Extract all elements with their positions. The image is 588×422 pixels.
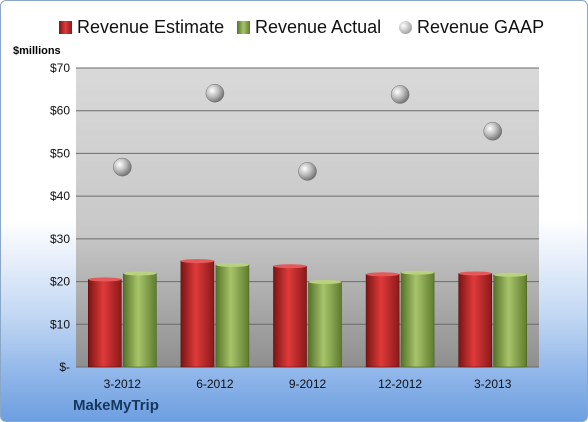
y-tick-label: $40 <box>50 189 70 203</box>
legend-item-revenue-actual: Revenue Actual <box>237 17 381 38</box>
x-tick-label: 3-2013 <box>474 377 512 391</box>
revenue-estimate-bar <box>365 274 400 368</box>
y-tick-label: $10 <box>50 317 70 331</box>
legend-item-revenue-estimate: Revenue Estimate <box>59 17 224 38</box>
revenue-actual-bar-top <box>123 271 157 276</box>
legend-swatch-revenue-actual <box>237 21 250 34</box>
gaap-points <box>113 83 502 181</box>
legend-label-revenue-gaap: Revenue GAAP <box>417 17 545 37</box>
revenue-actual-bar <box>308 281 342 368</box>
legend-swatch-revenue-gaap <box>399 21 412 34</box>
revenue-gaap-point <box>390 85 410 104</box>
revenue-gaap-point <box>483 121 502 141</box>
revenue-estimate-bar-top <box>458 271 492 276</box>
revenue-estimate-bar <box>458 273 493 368</box>
y-axis-units-label: $millions <box>13 45 61 57</box>
revenue-estimate-bar <box>273 265 307 368</box>
legend-swatch-revenue-estimate <box>59 21 72 34</box>
revenue-estimate-bar-top <box>366 272 400 277</box>
x-axis-tick-labels: 3-2012 6-2012 9-2012 12-2012 3-2013 <box>104 377 512 391</box>
y-axis-tick-labels: $- $10 $20 $30 $40 $50 $60 $70 <box>50 61 70 374</box>
bars <box>88 259 528 368</box>
revenue-estimate-bar-top <box>273 264 307 269</box>
y-tick-label: $30 <box>50 232 70 246</box>
company-name: MakeMyTrip <box>73 397 159 414</box>
revenue-actual-bar <box>400 272 435 368</box>
revenue-actual-bar-top <box>401 270 435 275</box>
y-tick-label: $- <box>59 360 70 374</box>
revenue-actual-bar-top <box>215 262 249 267</box>
revenue-gaap-point <box>298 162 317 181</box>
legend-label-revenue-estimate: Revenue Estimate <box>77 17 225 37</box>
revenue-actual-bar <box>493 274 528 368</box>
x-tick-label: 6-2012 <box>196 377 234 391</box>
legend: Revenue Estimate Revenue Actual Revenue … <box>1 15 587 43</box>
legend-item-revenue-gaap: Revenue GAAP <box>399 17 544 38</box>
legend-label-revenue-actual: Revenue Actual <box>255 17 382 37</box>
y-tick-label: $70 <box>50 61 70 75</box>
revenue-actual-bar-top <box>493 272 527 277</box>
revenue-actual-bar <box>123 273 157 368</box>
revenue-estimate-bar-top <box>180 259 214 264</box>
x-tick-label: 3-2012 <box>104 377 142 391</box>
y-tick-label: $50 <box>50 146 70 160</box>
revenue-actual-bar <box>215 264 250 368</box>
revenue-gaap-point <box>205 83 225 103</box>
revenue-actual-bar-top <box>308 279 342 284</box>
x-tick-label: 9-2012 <box>289 377 327 391</box>
revenue-gaap-point <box>113 157 132 177</box>
revenue-estimate-bar <box>180 260 215 368</box>
revenue-estimate-bar <box>88 279 122 368</box>
y-tick-label: $60 <box>50 104 70 118</box>
revenue-estimate-bar-top <box>88 277 122 282</box>
y-tick-label: $20 <box>50 275 70 289</box>
x-tick-label: 12-2012 <box>378 377 422 391</box>
